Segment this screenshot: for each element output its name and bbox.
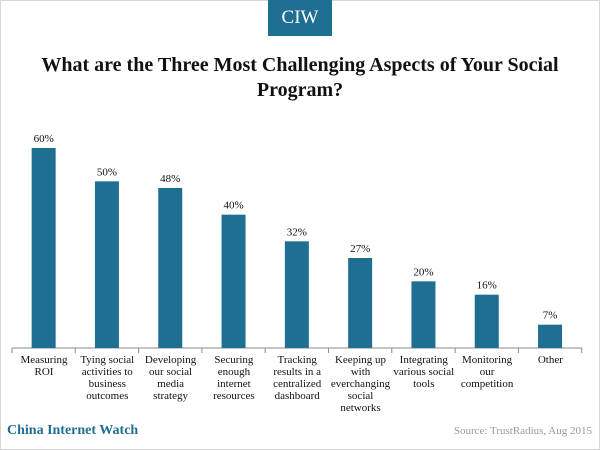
category-label: Tying social activities to business outc… (80, 354, 135, 402)
category-label: Measuring ROI (20, 354, 68, 378)
bar-value-label: 50% (97, 166, 117, 178)
bar-value-label: 7% (543, 310, 558, 322)
category-label: Integrating various social tools (393, 354, 455, 390)
bar (348, 258, 373, 348)
bar (538, 324, 563, 348)
category-label: Securing enough internet resources (213, 354, 255, 402)
bar-value-label: 20% (413, 266, 433, 278)
bar-value-label: 48% (160, 173, 180, 185)
chart-title: What are the Three Most Challenging Aspe… (41, 54, 559, 101)
ciw-logo-badge: CIW (268, 0, 332, 36)
bar-value-label: 27% (350, 243, 370, 255)
bar (221, 214, 246, 348)
bar-value-label: 16% (477, 280, 497, 292)
bar (474, 294, 499, 348)
bar (284, 241, 309, 348)
brand-name: China Internet Watch (7, 423, 139, 438)
category-label: Developing our social media strategy (144, 354, 197, 402)
bar-value-label: 40% (223, 200, 243, 212)
category-label: Tracking results in a centralized dashbo… (273, 354, 322, 402)
bar-value-label: 60% (34, 133, 54, 145)
category-label: Other (537, 354, 563, 366)
source-note: Source: TrustRadius, Aug 2015 (453, 425, 592, 437)
bar-value-label: 32% (287, 226, 307, 238)
category-label: Keeping up with everchanging social netw… (330, 354, 391, 414)
bar (411, 281, 436, 348)
bar (31, 148, 56, 348)
category-label: Monitoring our competition (460, 354, 514, 390)
bar (158, 188, 183, 348)
bar (94, 181, 119, 348)
